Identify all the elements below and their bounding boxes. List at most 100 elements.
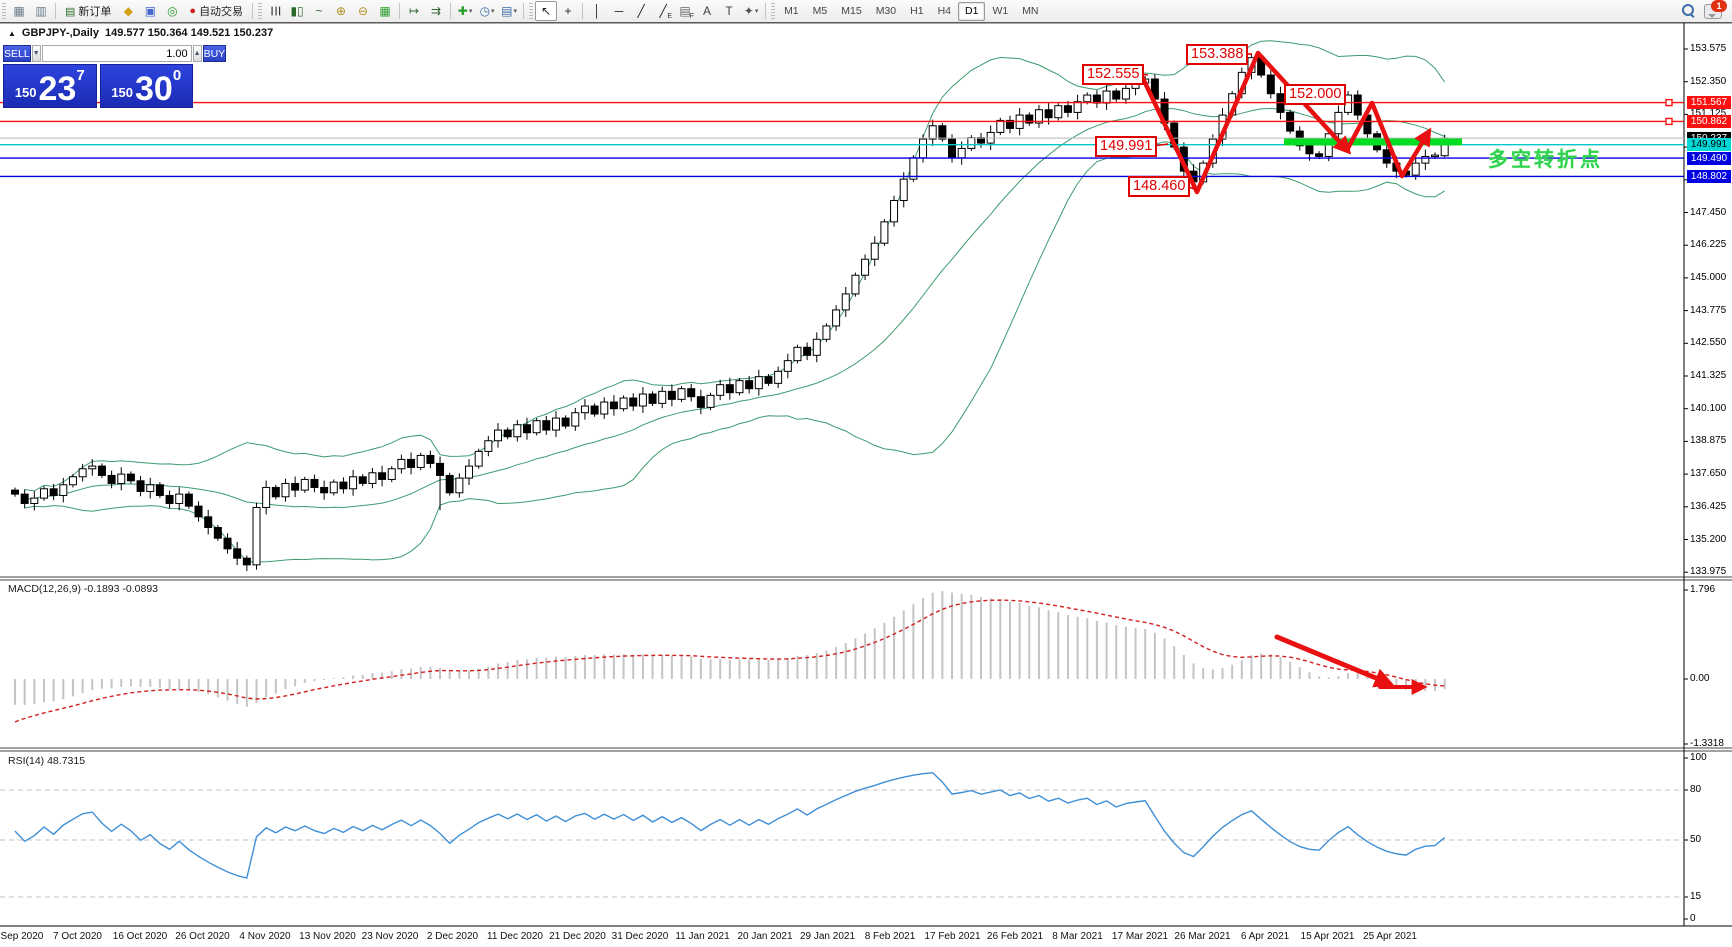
price-callout: 152.555 xyxy=(1082,64,1145,85)
price-axis-tick: 138.875 xyxy=(1690,435,1727,447)
date-axis-label: 23 Nov 2020 xyxy=(361,931,419,942)
channel-icon[interactable]: ╱ E xyxy=(659,4,673,20)
price-level-label: 149.490 xyxy=(1687,151,1731,165)
timeframe-mn[interactable]: MN xyxy=(1022,5,1039,17)
tile-windows-icon[interactable]: ▦ xyxy=(379,4,391,18)
timeframe-m5[interactable]: M5 xyxy=(812,5,828,17)
notification-badge: 1 xyxy=(1711,0,1727,12)
timeframe-h4[interactable]: H4 xyxy=(937,5,951,17)
shapes-icon[interactable]: ✦ ▾ xyxy=(743,4,759,18)
bid-price-pips: 23 xyxy=(38,70,77,108)
collapse-icon[interactable]: ▲ xyxy=(8,28,16,38)
cursor-icon[interactable]: ↖ xyxy=(535,1,558,21)
price-level-label: 149.991 xyxy=(1687,138,1731,152)
chat-icon[interactable]: 1 xyxy=(1704,0,1727,19)
date-axis-label: 15 Apr 2021 xyxy=(1300,931,1355,942)
window-grid-icon[interactable]: ▦ xyxy=(13,4,25,18)
turning-point-note: 多空转折点 xyxy=(1488,149,1603,171)
timeframe-h1[interactable]: H1 xyxy=(910,5,924,17)
macd-axis-tick: 0.00 xyxy=(1690,673,1710,684)
price-level-label: 150.862 xyxy=(1687,114,1731,128)
date-axis-label: 11 Jan 2021 xyxy=(675,931,730,942)
rsi-axis-tick: 100 xyxy=(1690,752,1707,763)
date-axis-label: 26 Mar 2021 xyxy=(1174,931,1231,942)
crosshair-icon[interactable]: + xyxy=(564,4,572,18)
toolbar: ▦ ▥ ▤ 新订单 ◆ ▣ ◎ ● 自动交易 ☰ ▮▯ ~ ⊕ ⊖ ▦ ↦ ⇉ ✚ ▾ ◷ ▾ ▤ ▾ ↖ + │ ─ ╱ ╱ E ▤ F A T… xyxy=(0,0,1732,23)
vline-icon[interactable]: │ xyxy=(593,4,601,18)
price-callout: 148.460 xyxy=(1128,176,1191,197)
zoom-out-icon[interactable]: ⊖ xyxy=(358,4,369,18)
price-callout: 152.000 xyxy=(1284,84,1347,105)
volume-input[interactable] xyxy=(41,45,192,62)
label-icon[interactable]: T xyxy=(725,4,733,18)
text-icon[interactable]: A xyxy=(703,4,712,18)
periods-icon[interactable]: ◷ ▾ xyxy=(479,4,495,18)
price-callout: 149.991 xyxy=(1095,136,1158,157)
rsi-axis-tick: 15 xyxy=(1690,891,1702,902)
price-axis-tick: 152.350 xyxy=(1690,75,1727,87)
price-level-label: 151.567 xyxy=(1687,96,1731,110)
timeframe-m30[interactable]: M30 xyxy=(875,5,897,17)
ask-price-point: 0 xyxy=(172,67,182,84)
autotrade-icon: ● xyxy=(189,5,197,17)
date-axis-label: 29 Jan 2021 xyxy=(799,931,856,942)
line-chart-icon[interactable]: ~ xyxy=(315,4,323,18)
rsi-pane-label: RSI(14) 48.7315 xyxy=(8,755,86,767)
sell-price-button[interactable]: 150 23 7 xyxy=(3,64,97,108)
timeframe-d1[interactable]: D1 xyxy=(958,1,986,21)
date-axis-label: 17 Mar 2021 xyxy=(1111,931,1169,942)
date-axis-label: 13 Nov 2020 xyxy=(299,931,356,942)
price-axis-tick: 137.650 xyxy=(1690,468,1727,480)
trendline-icon[interactable]: ╱ xyxy=(637,4,645,18)
date-axis-label: 8 Mar 2021 xyxy=(1052,931,1103,942)
sonar-icon[interactable]: ◎ xyxy=(167,4,178,18)
date-axis-label: 26 Oct 2020 xyxy=(175,931,230,942)
buy-price-button[interactable]: 150 30 0 xyxy=(99,64,193,108)
date-axis-label: 26 Feb 2021 xyxy=(986,931,1044,942)
hline-icon[interactable]: ─ xyxy=(614,4,624,18)
symbol-period-label: GBPJPY-,Daily xyxy=(21,27,99,39)
timeframe-m15[interactable]: M15 xyxy=(841,5,862,17)
new-order-icon: ▤ xyxy=(65,5,76,18)
chart-shift-icon[interactable]: ⇉ xyxy=(431,4,442,18)
price-axis-tick: 140.100 xyxy=(1690,402,1727,414)
templates-icon[interactable]: ▤ ▾ xyxy=(501,4,517,18)
candle-chart-icon[interactable]: ▮▯ xyxy=(290,4,304,18)
bid-price-integer: 150 xyxy=(14,85,37,100)
date-axis-label: 4 Nov 2020 xyxy=(239,931,291,942)
autotrade-button[interactable]: ● 自动交易 xyxy=(189,5,244,18)
date-axis-label: 17 Feb 2021 xyxy=(924,931,981,942)
price-axis-tick: 133.975 xyxy=(1690,566,1727,578)
date-axis-label: 21 Dec 2020 xyxy=(549,931,606,942)
date-axis-label: 20 Jan 2021 xyxy=(737,931,793,942)
sell-button[interactable]: SELL xyxy=(3,45,31,62)
new-order-button[interactable]: ▤ 新订单 xyxy=(65,5,112,19)
profiles-icon[interactable]: ▣ xyxy=(144,4,157,18)
date-axis-label: 25 Apr 2021 xyxy=(1363,931,1417,942)
buy-button[interactable]: BUY xyxy=(202,45,227,62)
one-click-panel: SELL ▼ ▲ BUY 150 23 7 150 30 0 xyxy=(3,45,227,108)
macd-axis-tick: 1.796 xyxy=(1690,584,1716,595)
ask-price-integer: 150 xyxy=(111,85,134,100)
rsi-axis-tick: 50 xyxy=(1690,834,1702,845)
horn-icon[interactable]: ◆ xyxy=(123,4,134,18)
volume-up-stepper[interactable]: ▲ xyxy=(192,45,202,62)
date-axis-label: 28 Sep 2020 xyxy=(0,931,44,942)
preview-icon[interactable]: ▥ xyxy=(35,4,47,18)
fibonacci-icon[interactable]: ▤ F xyxy=(679,4,695,20)
search-icon[interactable] xyxy=(1682,4,1696,18)
price-axis-tick: 143.775 xyxy=(1690,304,1727,316)
add-indicator-icon[interactable]: ✚ ▾ xyxy=(457,4,473,18)
price-axis-tick: 141.325 xyxy=(1690,370,1727,381)
timeframe-w1[interactable]: W1 xyxy=(992,5,1009,17)
bars-chart-icon[interactable]: ☰ xyxy=(268,5,283,17)
autoscroll-icon[interactable]: ↦ xyxy=(409,4,420,18)
volume-down-stepper[interactable]: ▼ xyxy=(31,45,41,62)
chart-title: ▲ GBPJPY-,Daily 149.577 150.364 149.521 … xyxy=(8,27,273,39)
timeframe-m1[interactable]: M1 xyxy=(784,5,799,17)
zoom-in-icon[interactable]: ⊕ xyxy=(336,4,347,18)
rsi-axis-tick: 80 xyxy=(1690,784,1702,795)
price-axis-tick: 145.000 xyxy=(1690,271,1727,283)
